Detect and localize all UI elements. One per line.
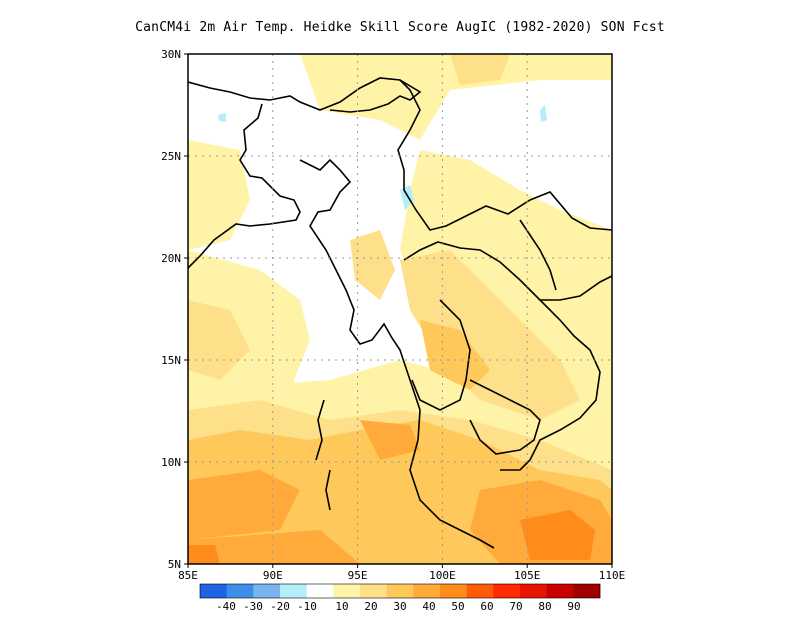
- colorbar-swatch: [280, 584, 307, 598]
- lon-label: 100E: [429, 569, 456, 582]
- colorbar-label: 10: [335, 600, 348, 613]
- colorbar-swatch: [440, 584, 467, 598]
- colorbar-swatch: [493, 584, 521, 598]
- lon-label: 95E: [348, 569, 368, 582]
- colorbar-swatch: [200, 584, 227, 598]
- lat-label: 10N: [161, 456, 181, 469]
- colorbar-labels: -40 -30 -20 -10 10 20 30 40 50 60 70 80 …: [216, 600, 581, 613]
- colorbar-swatch: [253, 584, 281, 598]
- colorbar-swatch: [360, 584, 387, 598]
- lon-label: 110E: [599, 569, 626, 582]
- colorbar-label: -40: [216, 600, 236, 613]
- colorbar-label: 20: [364, 600, 377, 613]
- lat-label: 20N: [161, 252, 181, 265]
- lat-label: 15N: [161, 354, 181, 367]
- axis-ticks: [184, 53, 613, 568]
- colorbar-label: 30: [393, 600, 406, 613]
- colorbar-swatch: [333, 584, 361, 598]
- colorbar-swatch: [546, 584, 574, 598]
- colorbar-label: -10: [297, 600, 317, 613]
- colorbar-label: -30: [243, 600, 263, 613]
- colorbar-swatch: [413, 584, 441, 598]
- map-frame: [187, 53, 613, 565]
- graticule: [188, 54, 612, 564]
- skill-contours: [188, 54, 612, 564]
- lon-label: 85E: [178, 569, 198, 582]
- colorbar-swatch: [520, 584, 547, 598]
- colorbar-label: 70: [509, 600, 522, 613]
- coastlines: [188, 77, 612, 549]
- colorbar: -40 -30 -20 -10 10 20 30 40 50 60 70 80 …: [199, 583, 601, 613]
- colorbar-label: 90: [567, 600, 580, 613]
- lat-label: 30N: [161, 48, 181, 61]
- lat-labels: 30N 25N 20N 15N 10N 5N: [161, 48, 181, 571]
- map-title: CanCM4i 2m Air Temp. Heidke Skill Score …: [135, 20, 665, 35]
- colorbar-swatch: [466, 584, 494, 598]
- colorbar-label: -20: [270, 600, 290, 613]
- colorbar-swatch: [386, 584, 414, 598]
- colorbar-label: 80: [538, 600, 551, 613]
- lat-label: 25N: [161, 150, 181, 163]
- colorbar-label: 60: [480, 600, 493, 613]
- colorbar-swatch: [573, 584, 601, 598]
- colorbar-swatches: [199, 583, 601, 599]
- lon-label: 105E: [514, 569, 541, 582]
- lon-label: 90E: [263, 569, 283, 582]
- lat-label: 5N: [168, 558, 181, 571]
- colorbar-outline: [199, 583, 601, 599]
- colorbar-label: 40: [422, 600, 435, 613]
- colorbar-swatch: [306, 584, 334, 598]
- colorbar-label: 50: [451, 600, 464, 613]
- colorbar-swatch: [226, 584, 254, 598]
- lon-labels: 85E 90E 95E 100E 105E 110E: [178, 569, 625, 582]
